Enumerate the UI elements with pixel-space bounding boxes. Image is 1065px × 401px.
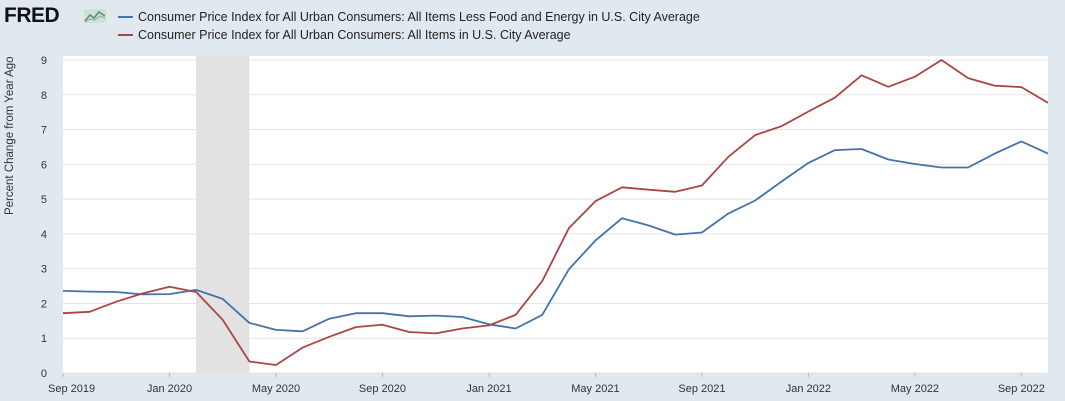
y-tick-label: 7 (41, 125, 47, 137)
x-tick-label: Sep 2021 (678, 383, 725, 395)
y-tick-label: 1 (41, 333, 47, 345)
x-tick-label: Sep 2020 (359, 383, 406, 395)
legend-item-1[interactable]: Consumer Price Index for All Urban Consu… (118, 8, 700, 26)
legend-swatch (118, 16, 133, 18)
y-tick-label: 0 (41, 368, 47, 380)
y-tick-label: 5 (41, 194, 47, 206)
x-tick-label: Jan 2022 (786, 383, 831, 395)
recession-shading (196, 56, 250, 373)
x-tick-label: May 2022 (891, 383, 939, 395)
y-tick-label: 3 (41, 264, 47, 276)
y-axis-label: Percent Change from Year Ago (4, 56, 16, 215)
y-tick-label: 2 (41, 298, 47, 310)
x-tick-label: Jan 2020 (147, 383, 192, 395)
y-tick-label: 8 (41, 90, 47, 102)
legend-item-2[interactable]: Consumer Price Index for All Urban Consu… (118, 26, 700, 44)
chart-header: FRED Consumer Price Index for All Urban … (0, 0, 1065, 48)
line-chart-icon (84, 9, 106, 23)
y-tick-label: 9 (41, 55, 47, 67)
chart-legend: Consumer Price Index for All Urban Consu… (118, 8, 700, 44)
x-tick-label: May 2020 (252, 383, 300, 395)
x-tick-label: Jan 2021 (466, 383, 511, 395)
legend-label: Consumer Price Index for All Urban Consu… (138, 10, 700, 24)
x-tick-label: May 2021 (571, 383, 619, 395)
series-line-2 (62, 59, 1049, 366)
series-line-1 (62, 140, 1049, 333)
y-tick-label: 6 (41, 159, 47, 171)
legend-swatch (118, 34, 133, 36)
fred-logo[interactable]: FRED (4, 4, 60, 27)
y-tick-label: 4 (41, 229, 47, 241)
x-tick-label: Sep 2019 (48, 383, 95, 395)
legend-label: Consumer Price Index for All Urban Consu… (138, 28, 571, 42)
x-tick-label: Sep 2022 (998, 383, 1045, 395)
